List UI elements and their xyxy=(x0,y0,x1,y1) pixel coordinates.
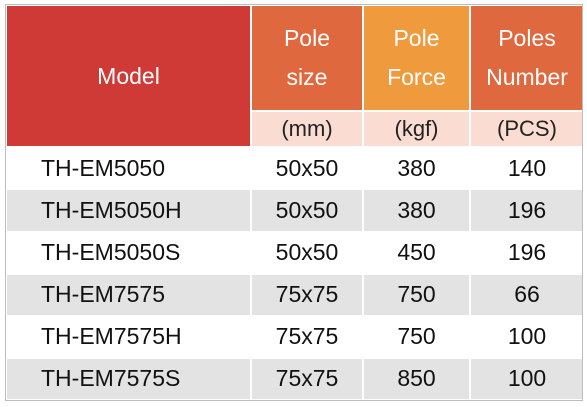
table-row: TH-EM5050H 50x50 380 196 xyxy=(5,188,585,233)
cell-pole-size: 50x50 xyxy=(250,146,364,191)
cell-model: TH-EM5050S xyxy=(5,230,252,275)
header-pole-force-line1: Pole xyxy=(393,25,440,52)
cell-model: TH-EM5050H xyxy=(5,188,252,233)
cell-pole-force: 750 xyxy=(362,272,471,317)
table-row: TH-EM5050 50x50 380 140 xyxy=(5,146,585,191)
header-pole-force: Pole Force xyxy=(362,3,471,113)
header-model-label: Model xyxy=(97,62,160,89)
table-row: TH-EM7575 75x75 750 66 xyxy=(5,272,585,317)
table-row: TH-EM7575S 75x75 850 100 xyxy=(5,356,585,402)
cell-pole-size: 75x75 xyxy=(250,314,364,359)
cell-pole-force: 450 xyxy=(362,230,471,275)
header-pole-size: Pole size xyxy=(250,3,364,113)
cell-poles-number: 196 xyxy=(469,188,585,233)
cell-poles-number: 140 xyxy=(469,146,585,191)
header-poles-number-line1: Poles xyxy=(498,25,556,52)
cell-pole-size: 50x50 xyxy=(250,188,364,233)
header-poles-number: Poles Number xyxy=(469,3,585,113)
cell-pole-size: 75x75 xyxy=(250,356,364,402)
cell-pole-force: 380 xyxy=(362,188,471,233)
unit-poles-number: (PCS) xyxy=(469,110,585,149)
cell-model: TH-EM7575S xyxy=(5,356,252,402)
cell-model: TH-EM7575 xyxy=(5,272,252,317)
cell-model: TH-EM5050 xyxy=(5,146,252,191)
header-model: Model xyxy=(5,3,252,149)
cell-poles-number: 100 xyxy=(469,314,585,359)
cell-poles-number: 66 xyxy=(469,272,585,317)
cell-model: TH-EM7575H xyxy=(5,314,252,359)
unit-pole-force: (kgf) xyxy=(362,110,471,149)
table-header-row: Model Pole size Pole Force Poles Number xyxy=(5,3,585,149)
table-unit-row: (mm) (kgf) (PCS) xyxy=(6,110,585,149)
unit-pole-size: (mm) xyxy=(250,110,364,149)
header-poles-number-line2: Number xyxy=(486,64,568,91)
cell-pole-size: 75x75 xyxy=(250,272,364,317)
cell-pole-force: 380 xyxy=(362,146,471,191)
cell-pole-force: 850 xyxy=(362,356,471,402)
cell-pole-force: 750 xyxy=(362,314,471,359)
table-row: TH-EM5050S 50x50 450 196 xyxy=(5,230,585,275)
header-pole-size-line1: Pole xyxy=(283,25,331,52)
header-pole-size-line2: size xyxy=(286,64,328,91)
cell-poles-number: 100 xyxy=(469,356,585,402)
header-pole-force-line2: Force xyxy=(387,64,446,91)
cell-poles-number: 196 xyxy=(469,230,585,275)
table-row: TH-EM7575H 75x75 750 100 xyxy=(5,314,585,359)
specification-table: Model Pole size Pole Force Poles Number … xyxy=(5,3,585,402)
cell-pole-size: 50x50 xyxy=(250,230,364,275)
